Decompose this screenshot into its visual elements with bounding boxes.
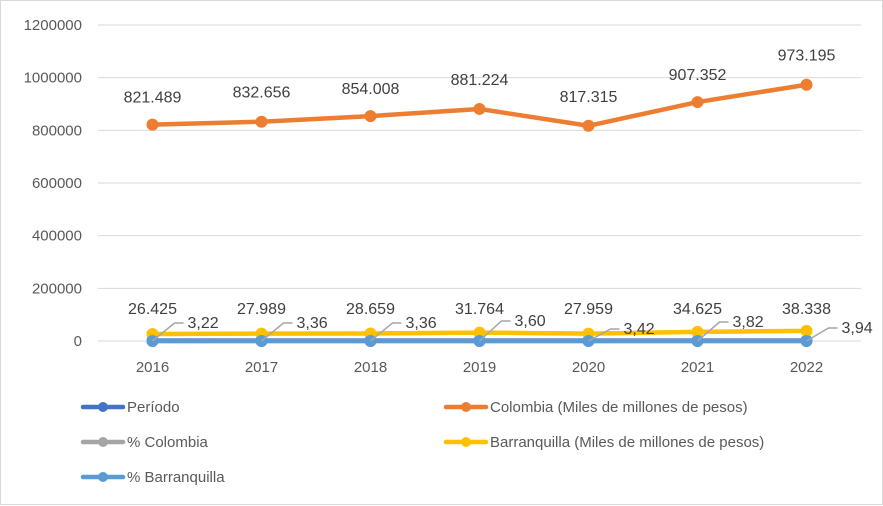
data-label-colombia: 973.195 (778, 48, 836, 65)
legend: Período Colombia (Miles de millones de pe… (83, 399, 764, 486)
data-label-colombia: 854.008 (342, 81, 400, 98)
legend-label: Barranquilla (Miles de millones de pesos… (490, 434, 764, 451)
data-label-barranquilla: 31.764 (455, 301, 504, 318)
y-tick-label: 200000 (32, 280, 82, 297)
data-point (583, 120, 595, 132)
y-tick-label: 0 (74, 333, 82, 350)
data-label-barranquilla: 27.989 (237, 301, 286, 318)
y-tick-label: 400000 (32, 228, 82, 245)
y-tick-label: 1200000 (24, 17, 82, 34)
data-label-barranquilla: 26.425 (128, 301, 177, 318)
x-tick-label: 2017 (245, 359, 278, 376)
data-label-colombia: 881.224 (451, 72, 509, 89)
x-tick-label: 2018 (354, 359, 387, 376)
x-tick-label: 2016 (136, 359, 169, 376)
data-point (692, 96, 704, 108)
y-tick-label: 800000 (32, 122, 82, 139)
data-label-colombia: 832.656 (233, 85, 291, 102)
x-tick-label: 2022 (790, 359, 823, 376)
data-label-pct-colombia: 3,36 (297, 315, 328, 332)
x-tick-label: 2021 (681, 359, 714, 376)
legend-swatch-marker (461, 402, 471, 412)
data-label-barranquilla: 38.338 (782, 301, 831, 318)
data-label-pct-colombia: 3,60 (515, 313, 546, 330)
data-label-pct-colombia: 3,94 (842, 320, 873, 337)
data-label-colombia: 907.352 (669, 67, 727, 84)
data-label-pct-colombia: 3,36 (406, 315, 437, 332)
legend-swatch-marker (461, 437, 471, 447)
legend-item: Colombia (Miles de millones de pesos) (446, 399, 748, 416)
legend-swatch-marker (98, 472, 108, 482)
y-axis: 0 200000 400000 600000 800000 1000000 1200000 (24, 17, 82, 350)
data-point (147, 119, 159, 131)
legend-label: Colombia (Miles de millones de pesos) (490, 399, 748, 416)
legend-item: Período (83, 399, 180, 416)
y-tick-label: 1000000 (24, 70, 82, 87)
data-point (365, 110, 377, 122)
legend-label: % Colombia (127, 434, 209, 451)
data-label-barranquilla: 28.659 (346, 301, 395, 318)
x-tick-label: 2019 (463, 359, 496, 376)
legend-swatch-marker (98, 437, 108, 447)
data-point (801, 79, 813, 91)
data-label-colombia: 821.489 (124, 90, 182, 107)
data-label-colombia: 817.315 (560, 89, 618, 106)
legend-swatch-marker (98, 402, 108, 412)
data-point (474, 103, 486, 115)
x-axis: 2016 2017 2018 2019 2020 2021 2022 (136, 359, 823, 376)
data-label-pct-colombia: 3,42 (624, 321, 655, 338)
legend-label: % Barranquilla (127, 469, 225, 486)
data-point (583, 335, 595, 347)
data-label-pct-colombia: 3,82 (733, 314, 764, 331)
data-label-pct-colombia: 3,22 (188, 315, 219, 332)
x-tick-label: 2020 (572, 359, 605, 376)
legend-item: Barranquilla (Miles de millones de pesos… (446, 434, 764, 451)
data-label-barranquilla: 27.959 (564, 301, 613, 318)
legend-item: % Barranquilla (83, 469, 225, 486)
data-point (256, 116, 268, 128)
data-point (801, 335, 813, 347)
data-label-barranquilla: 34.625 (673, 301, 722, 318)
legend-label: Período (127, 399, 180, 416)
legend-item: % Colombia (83, 434, 209, 451)
series-4 (147, 335, 813, 347)
y-tick-label: 600000 (32, 175, 82, 192)
